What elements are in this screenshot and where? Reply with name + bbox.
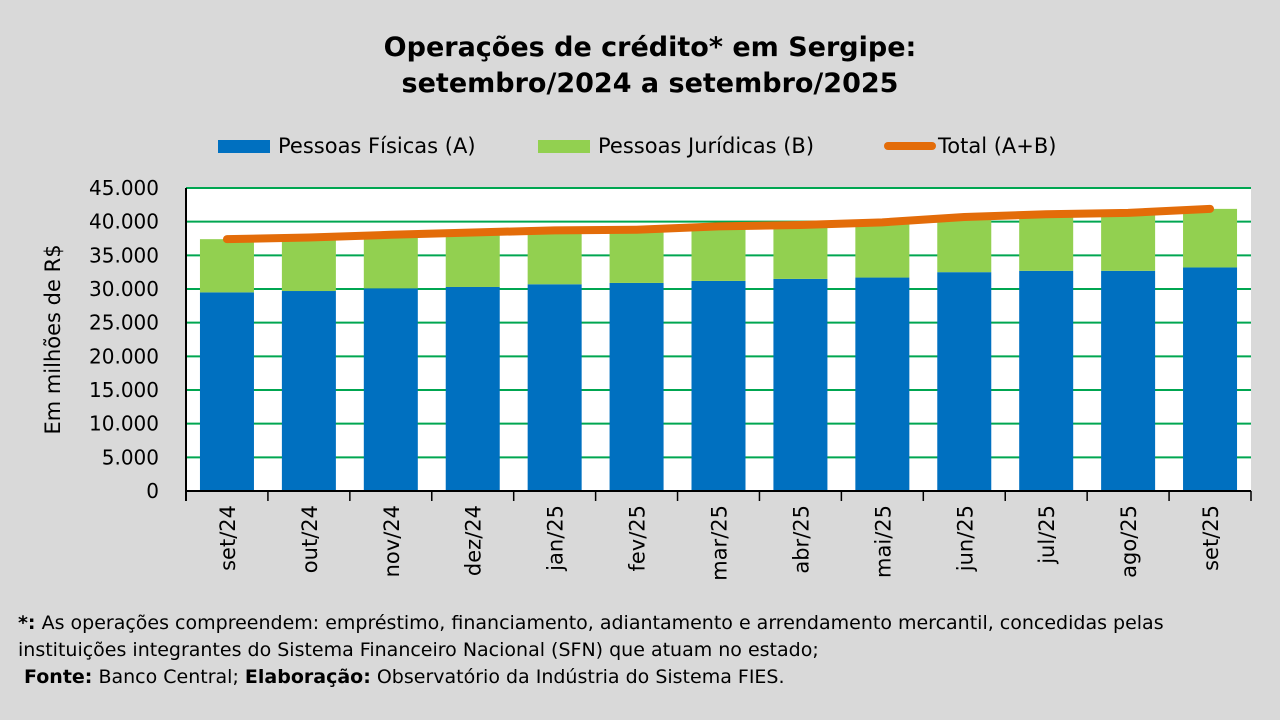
bar-pj [937, 216, 992, 273]
bar-pj [363, 234, 418, 289]
chart-title-line1: Operações de crédito* em Sergipe: [383, 32, 917, 63]
chart-legend: Pessoas Físicas (A) Pessoas Jurídicas (B… [0, 134, 1280, 164]
bar-pf [445, 286, 500, 491]
bar-pj [691, 226, 746, 281]
legend-item-pj: Pessoas Jurídicas (B) [538, 134, 814, 158]
chart-title-line2: setembro/2024 a setembro/2025 [401, 68, 899, 99]
total-line [222, 204, 1215, 244]
x-tick-label: mai/25 [871, 505, 895, 578]
x-tick-label: jan/25 [544, 505, 568, 572]
legend-swatch-pf [218, 139, 270, 153]
bar-pj [773, 225, 828, 279]
x-tick-label: set/25 [1199, 505, 1223, 571]
bar-pf [199, 292, 254, 491]
x-tick-label: fev/25 [626, 505, 650, 572]
x-tick-label: abr/25 [789, 505, 813, 574]
legend-item-total: Total (A+B) [884, 134, 1056, 158]
y-tick-label: 10.000 [89, 412, 159, 436]
bar-pf [609, 282, 664, 491]
chart-title: Operações de crédito* em Sergipe: setemb… [0, 30, 1280, 102]
x-tick-label: dez/24 [462, 505, 486, 576]
y-tick-label: 35.000 [89, 243, 159, 267]
x-tick-label: mar/25 [708, 505, 732, 581]
bar-pf [1183, 267, 1238, 491]
bar-pf [363, 288, 418, 491]
legend-swatch-total [884, 142, 936, 150]
x-tick-label: jun/25 [953, 505, 977, 572]
footnote: *: As operações compreendem: empréstimo,… [18, 610, 1268, 691]
footnote-fonte-text: Banco Central; [92, 666, 245, 688]
bar-pf [773, 278, 828, 491]
bar-pj [445, 232, 500, 287]
bar-pf [691, 280, 746, 491]
bar-pj [1183, 208, 1238, 268]
y-tick-label: 20.000 [89, 344, 159, 368]
footnote-elab-label: Elaboração: [244, 666, 371, 688]
bar-pj [281, 237, 336, 292]
footnote-fonte-label: Fonte: [24, 666, 93, 688]
y-tick-label: 15.000 [89, 378, 159, 402]
y-tick-label: 0 [146, 479, 159, 503]
bar-pj [609, 229, 664, 283]
footnote-star: *: [18, 612, 36, 634]
x-tick-label: nov/24 [380, 505, 404, 577]
bar-pj [1101, 212, 1156, 271]
y-tick-label: 5.000 [102, 445, 159, 469]
legend-swatch-pj [538, 139, 590, 153]
bar-pj [527, 230, 582, 285]
legend-label-pf: Pessoas Físicas (A) [278, 134, 476, 158]
footnote-star-text: As operações compreendem: empréstimo, fi… [18, 612, 1164, 661]
y-tick-label: 45.000 [89, 176, 159, 200]
y-tick-label: 25.000 [89, 311, 159, 335]
footnote-elab-text: Observatório da Indústria do Sistema FIE… [370, 666, 785, 688]
legend-label-total: Total (A+B) [938, 134, 1057, 158]
bar-pf [855, 277, 910, 491]
footnote-source: Fonte: Banco Central; Elaboração: Observ… [18, 664, 1268, 691]
x-tick-label: out/24 [298, 505, 322, 573]
chart-area: 0 5.000 10.000 15.000 20.000 25.000 30.000 35.0… [41, 176, 1252, 581]
y-axis-label: Em milhões de R$ [41, 244, 65, 434]
bar-pj [1019, 214, 1074, 271]
bar-pf [1101, 270, 1156, 491]
bar-pj [855, 222, 910, 278]
bar-pf [937, 272, 992, 491]
x-tick-label: ago/25 [1117, 505, 1141, 578]
legend-label-pj: Pessoas Jurídicas (B) [598, 134, 815, 158]
y-tick-label: 40.000 [89, 210, 159, 234]
y-tick-label: 30.000 [89, 277, 159, 301]
bar-pf [1019, 270, 1074, 491]
bar-pf [527, 284, 582, 491]
x-tick-label: jul/25 [1035, 505, 1059, 565]
x-tick-label: set/24 [216, 505, 240, 571]
footnote-note: *: As operações compreendem: empréstimo,… [18, 610, 1268, 664]
bar-pj [199, 239, 254, 293]
bar-pf [281, 291, 336, 491]
legend-item-pf: Pessoas Físicas (A) [218, 134, 476, 158]
